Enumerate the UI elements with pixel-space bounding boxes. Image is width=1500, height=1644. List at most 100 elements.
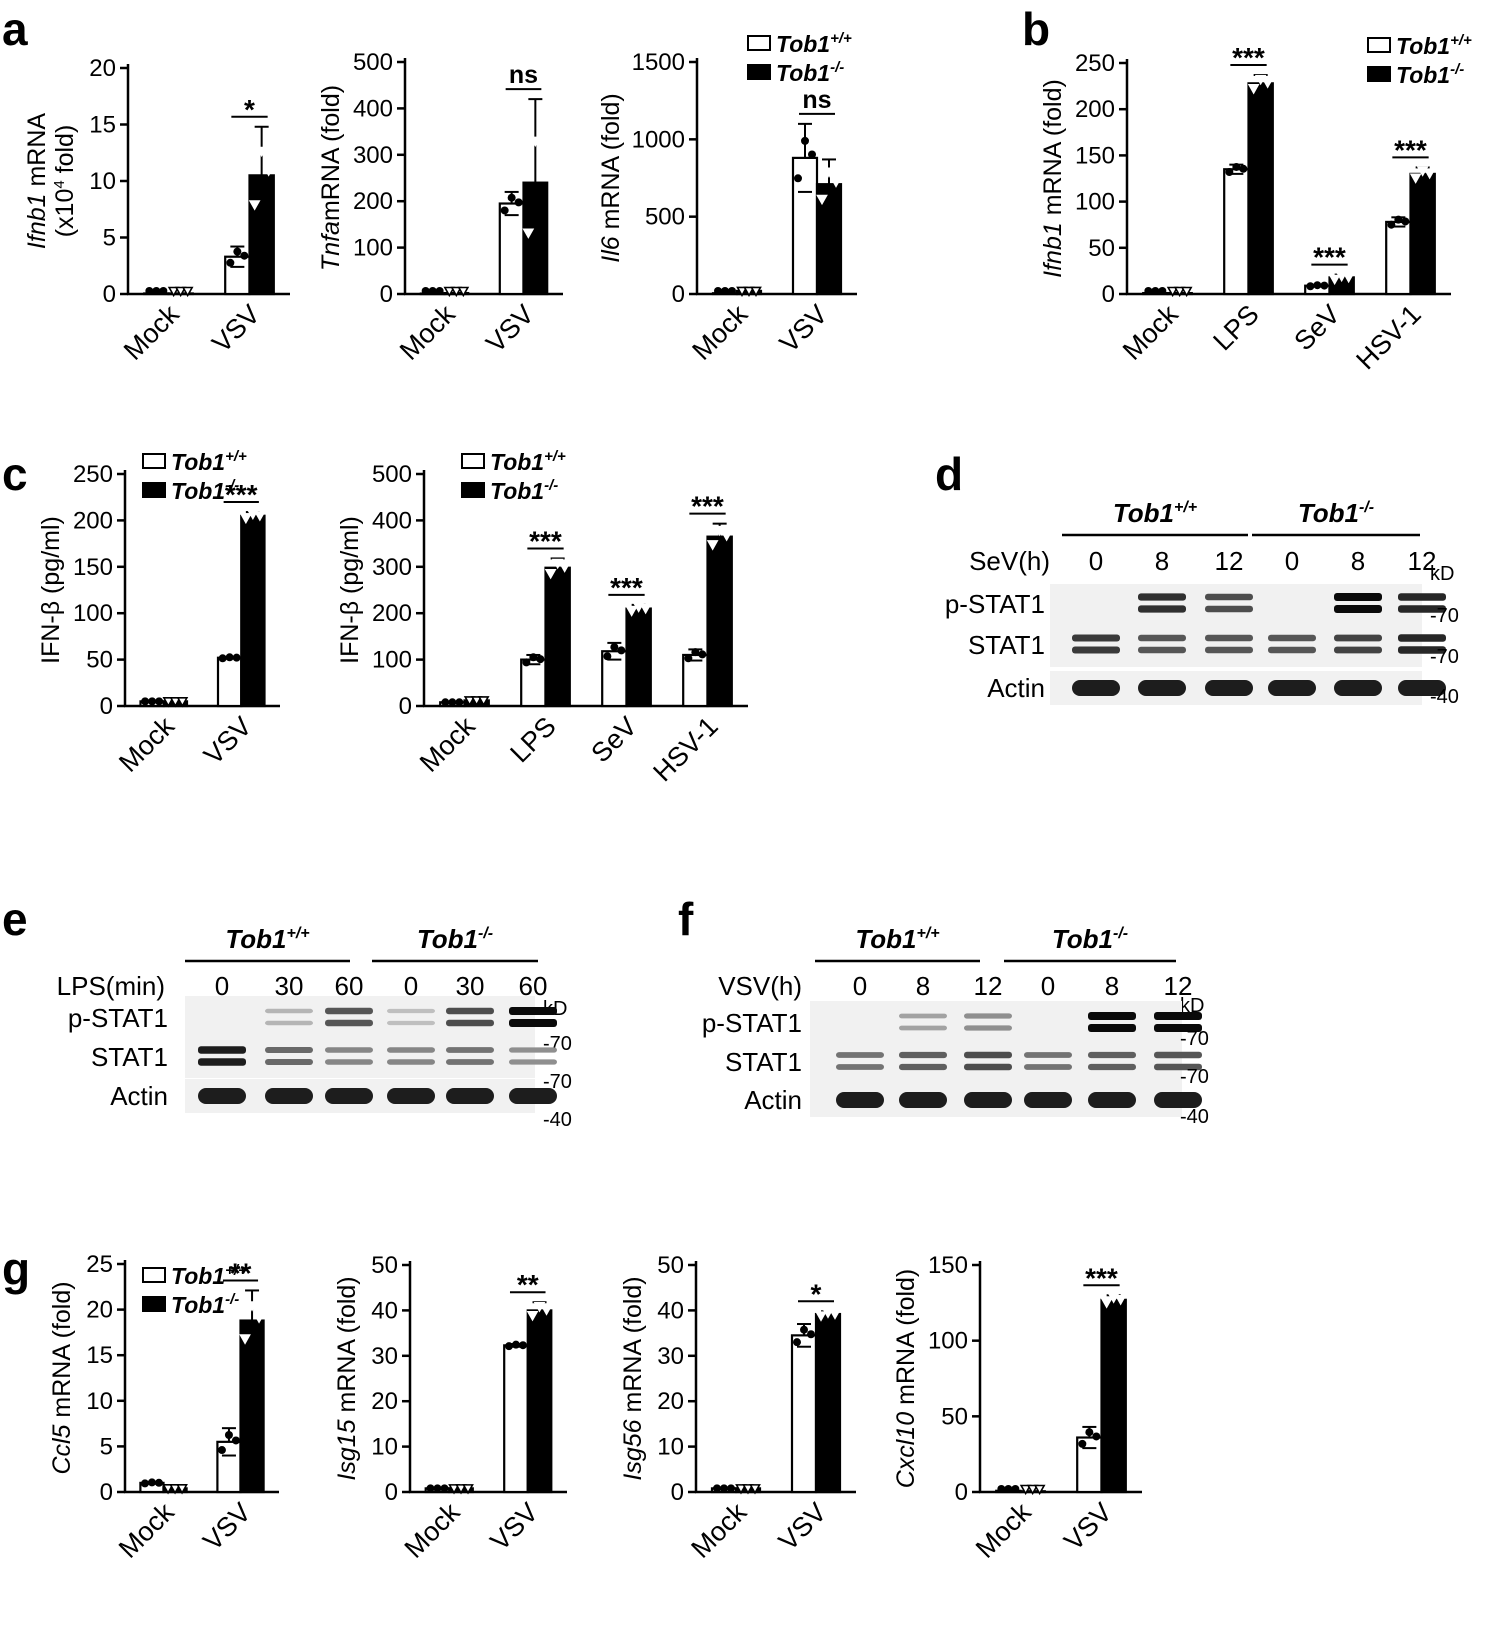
data-point-wt <box>233 247 242 256</box>
data-point-wt <box>536 655 545 664</box>
x-tick-label: Mock <box>118 299 185 366</box>
y-axis-label-text: IFN-β (pg/ml) <box>336 516 364 664</box>
data-point-ko <box>455 1484 467 1495</box>
blot-group-sup: -/- <box>1359 499 1374 516</box>
blot-band <box>1154 1051 1202 1059</box>
blot-band <box>265 1059 313 1065</box>
data-point-wt <box>218 654 227 663</box>
data-point-ko <box>1180 286 1193 298</box>
legend-swatch-wt <box>461 453 485 469</box>
svg-text:Tob1-/-: Tob1-/- <box>490 477 558 504</box>
data-point-ko <box>639 603 652 615</box>
blot-band <box>1154 1024 1202 1032</box>
x-tick-label: VSV <box>206 299 265 358</box>
blot-band <box>964 1063 1012 1071</box>
data-point-ko <box>477 696 490 707</box>
svg-text:Tob1-/-: Tob1-/- <box>776 59 844 86</box>
svg-text:Tob1-/-: Tob1-/- <box>171 1291 239 1318</box>
data-point-wt <box>147 1478 156 1487</box>
blot-band <box>899 1051 947 1059</box>
data-point-wt <box>140 1479 149 1488</box>
data-point-ko <box>544 568 557 580</box>
data-point-ko <box>625 606 638 617</box>
blot-band <box>1072 646 1120 654</box>
blot-lane-label: 0 <box>1041 971 1055 1001</box>
significance-label: *** <box>691 491 724 522</box>
blot-band <box>1024 1092 1072 1108</box>
data-point-wt <box>1225 168 1234 177</box>
data-point-ko <box>1342 272 1355 284</box>
blot-marker-label: -70 <box>1430 605 1459 627</box>
data-point-wt <box>721 287 729 295</box>
blot-e: Tob1+/+Tob1-/-LPS(min)0306003060kDp-STAT… <box>57 924 572 1131</box>
data-point-wt <box>1144 287 1153 295</box>
panel-letter-a: a <box>2 3 28 55</box>
x-tick-label: Mock <box>394 299 461 366</box>
data-point-ko <box>1409 173 1422 184</box>
data-point-ko <box>457 286 470 298</box>
significance-label: *** <box>1394 134 1427 165</box>
blot-kd-label: kD <box>1430 563 1454 585</box>
x-tick-label: Mock <box>685 1497 752 1564</box>
svg-text:Tob1+/+: Tob1+/+ <box>1396 32 1472 59</box>
blot-band <box>1138 680 1186 696</box>
y-axis-label-text: IFN-β (pg/ml) <box>37 516 65 664</box>
blot-band <box>1072 680 1120 696</box>
y-tick-label: 100 <box>372 647 412 674</box>
y-axis-label: Isg56 mRNA (fold) <box>619 1276 647 1480</box>
data-point-wt <box>610 643 619 652</box>
blot-band <box>964 1013 1012 1019</box>
bar-lps-ko <box>544 566 571 708</box>
panel-letter-g: g <box>2 1243 30 1295</box>
blot-lane-label: 8 <box>1351 546 1365 576</box>
data-point-wt <box>154 1478 163 1487</box>
x-tick-label: Mock <box>113 711 180 778</box>
blot-band <box>1088 1012 1136 1020</box>
chart-g4: 0 50 100 150 Cxcl10 mRNA (fold) Mock VSV *** <box>892 1252 1142 1564</box>
x-tick-label: VSV <box>480 299 539 358</box>
data-point-wt <box>1092 1432 1101 1441</box>
panel-letter-e: e <box>2 893 28 945</box>
bar-vsv-wt <box>790 1334 818 1494</box>
data-point-wt <box>1313 281 1322 290</box>
data-point-ko <box>1173 286 1186 298</box>
y-tick-label: 50 <box>86 647 113 674</box>
data-point-ko <box>558 562 571 573</box>
blot-band <box>1398 634 1446 642</box>
y-tick-label: 1500 <box>632 49 685 76</box>
data-point-ko <box>246 1301 258 1312</box>
blot-band <box>1205 593 1253 601</box>
y-tick-label: 40 <box>657 1297 684 1324</box>
y-axis-label-gene: Cxcl10 <box>892 1412 920 1489</box>
data-point-wt <box>603 652 612 661</box>
blot-row-label: Actin <box>744 1085 802 1115</box>
blot-row-label: Actin <box>110 1081 168 1111</box>
blot-row-label: STAT1 <box>968 630 1045 660</box>
bar-vsv-ko <box>240 514 266 708</box>
blot-band <box>446 1088 494 1104</box>
data-point-ko <box>167 286 180 298</box>
data-point-wt <box>455 698 464 707</box>
blot-band <box>1154 1092 1202 1108</box>
y-axis-label-text: mRNA (fold) <box>333 1276 361 1419</box>
data-point-ko <box>176 697 189 708</box>
blot-group-wt: Tob1+/+ <box>225 924 309 954</box>
x-tick-label: VSV <box>197 1497 256 1556</box>
blot-band <box>899 1013 947 1019</box>
y-tick-label: 150 <box>73 554 113 581</box>
significance-label: *** <box>529 525 562 556</box>
chart-b: 0 50 100 150 200 250 Ifnb1 mRNA (fold) Mock LPS S… <box>1039 42 1451 375</box>
data-point-ko <box>823 167 835 178</box>
blot-band <box>509 1019 557 1027</box>
significance-label: ns <box>509 61 538 89</box>
y-tick-label: 5 <box>103 225 116 252</box>
data-point-ko <box>463 696 476 707</box>
y-tick-label: 25 <box>86 1251 113 1278</box>
blot-band <box>1072 634 1120 642</box>
significance-label: * <box>811 1278 822 1309</box>
blot-band <box>899 1092 947 1108</box>
y-tick-label: 250 <box>73 461 113 488</box>
data-point-ko <box>1019 1484 1032 1496</box>
